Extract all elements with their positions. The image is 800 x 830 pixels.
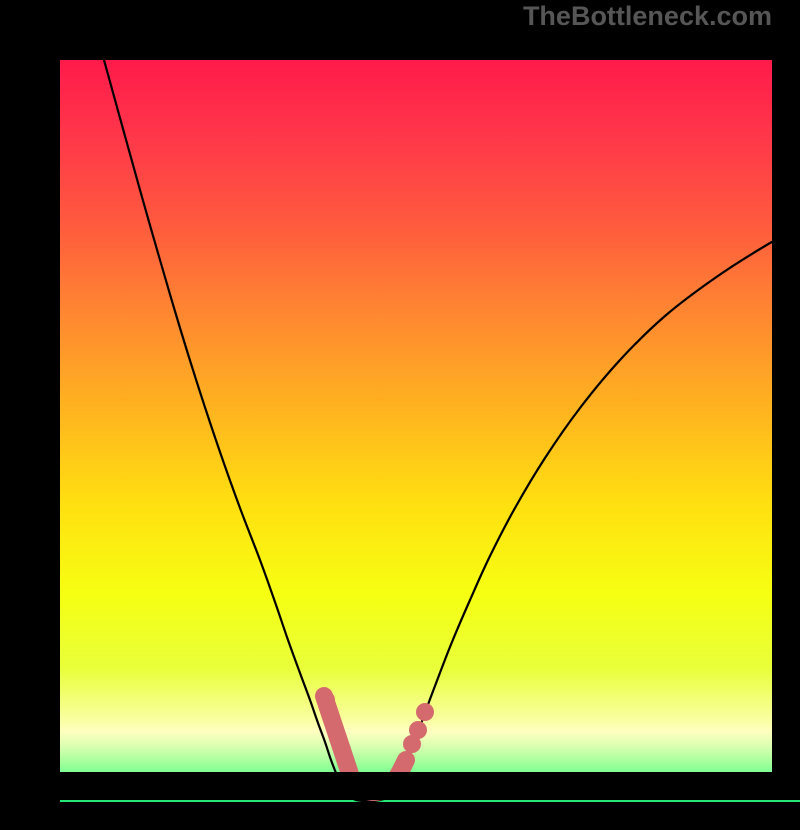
- bottleneck-plot: [30, 30, 772, 772]
- frame-bottom: [0, 772, 800, 800]
- watermark: TheBottleneck.com: [523, 1, 772, 32]
- plot-svg: [30, 30, 800, 830]
- frame-right: [772, 0, 800, 800]
- frame-left: [0, 0, 30, 800]
- plot-background: [60, 60, 800, 802]
